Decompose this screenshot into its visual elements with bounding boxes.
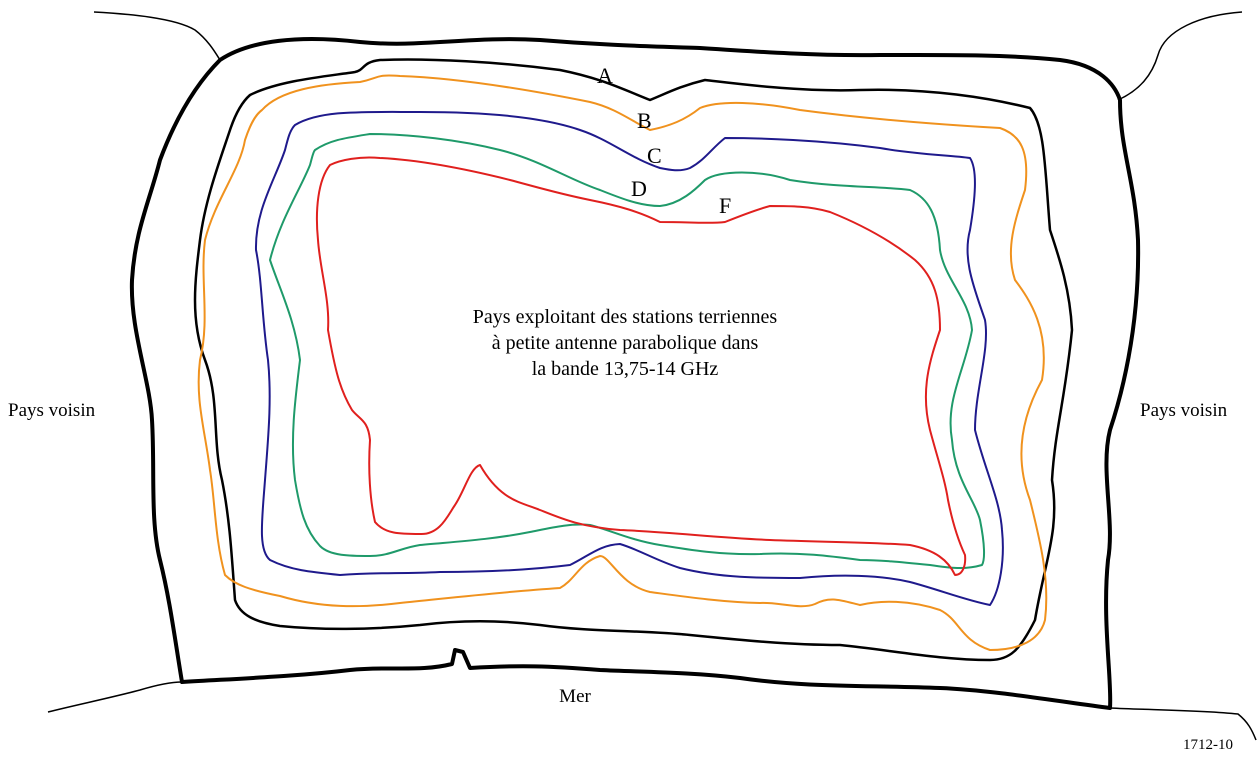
sea-label: Mer <box>559 686 591 707</box>
center-text-line-1: Pays exploitant des stations terriennes <box>473 306 778 328</box>
country-border <box>129 37 1141 710</box>
contour-b <box>197 74 1048 651</box>
label-b: B <box>637 108 652 133</box>
label-a: A <box>597 63 613 88</box>
contour-a <box>193 58 1074 662</box>
label-c: C <box>647 143 662 168</box>
contour-c <box>254 110 1004 606</box>
border-line-top-right <box>1117 11 1243 101</box>
contour-labels: A B C D F <box>597 63 731 218</box>
contour-f <box>315 156 967 576</box>
left-neighbor-label: Pays voisin <box>8 400 96 421</box>
neighbor-borders <box>47 11 1257 741</box>
center-text-line-3: la bande 13,75-14 GHz <box>532 358 719 380</box>
center-description: Pays exploitant des stations terriennes … <box>473 306 778 380</box>
border-line-bottom-left <box>47 681 183 713</box>
contour-d <box>269 133 986 569</box>
label-d: D <box>631 176 647 201</box>
figure-id: 1712-10 <box>1183 737 1233 753</box>
right-neighbor-label: Pays voisin <box>1140 400 1228 421</box>
label-f: F <box>719 193 731 218</box>
center-text-line-2: à petite antenne parabolique dans <box>492 332 759 354</box>
border-line-bottom-right <box>1109 707 1257 741</box>
border-line-top-left <box>93 11 221 61</box>
